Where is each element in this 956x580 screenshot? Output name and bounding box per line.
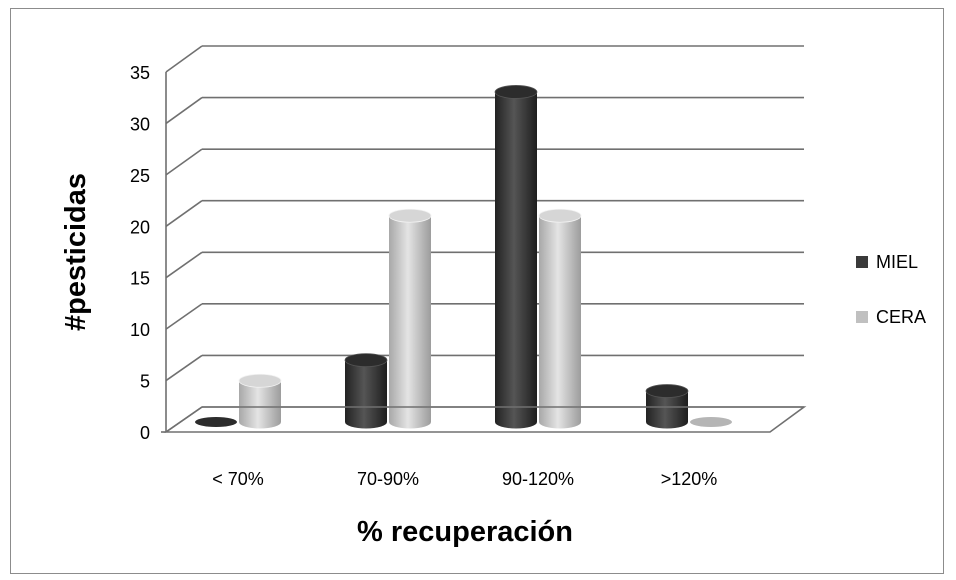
y-tick-label: 0	[140, 423, 150, 443]
bar-flat	[195, 417, 237, 427]
gridline-depth	[165, 45, 203, 73]
y-tick-label: 15	[130, 269, 150, 289]
legend-swatch	[856, 311, 868, 323]
bar-top	[388, 208, 432, 223]
x-tick-label: < 70%	[212, 469, 264, 489]
bar-cera	[538, 208, 582, 429]
x-axis-title: % recuperación	[357, 516, 573, 548]
y-tick-label: 10	[130, 320, 150, 340]
gridline-depth	[165, 148, 203, 176]
x-tick-label: >120%	[661, 469, 718, 489]
bar-body	[239, 380, 281, 429]
y-axis-title: #pesticidas	[60, 173, 92, 331]
bar-flat	[690, 417, 732, 427]
gridline-depth	[165, 251, 203, 279]
bar-top	[344, 353, 388, 368]
y-tick-label: 5	[140, 372, 150, 392]
bar-miel	[645, 384, 689, 429]
y-tick-label: 25	[130, 166, 150, 186]
y-tick-label: 30	[130, 114, 150, 134]
bar-body	[539, 215, 581, 429]
bar-top	[645, 384, 689, 398]
bar-body	[646, 391, 688, 429]
gridline-depth	[165, 303, 203, 330]
legend-swatch	[856, 256, 868, 268]
gridline-depth	[165, 96, 203, 125]
gridline-depth	[165, 354, 203, 382]
legend: MIEL CERA	[856, 252, 926, 327]
bar-top	[238, 373, 282, 388]
y-tick-label: 35	[130, 63, 150, 83]
bar-cera	[238, 373, 282, 429]
floor	[163, 406, 807, 433]
legend-label: CERA	[876, 307, 926, 327]
bar-miel	[195, 417, 237, 427]
legend-label: MIEL	[876, 252, 918, 272]
bar-cera	[388, 208, 432, 429]
bar-body	[345, 360, 387, 429]
bar-top	[538, 208, 582, 223]
x-tick-label: 90-120%	[502, 469, 574, 489]
bar-top	[494, 85, 538, 99]
bar-miel	[344, 353, 388, 429]
x-tick-label: 70-90%	[357, 469, 419, 489]
bar-body	[389, 215, 431, 429]
bar-body	[495, 91, 537, 429]
axes: 0 5 10 15 20 25 30 35 < 70% 70-90% 90-120% >120%	[130, 63, 807, 489]
bar-miel	[494, 85, 538, 429]
bars	[195, 85, 732, 429]
gridline-depth	[165, 200, 203, 227]
bar-cera	[690, 417, 732, 427]
y-tick-label: 20	[130, 217, 150, 237]
